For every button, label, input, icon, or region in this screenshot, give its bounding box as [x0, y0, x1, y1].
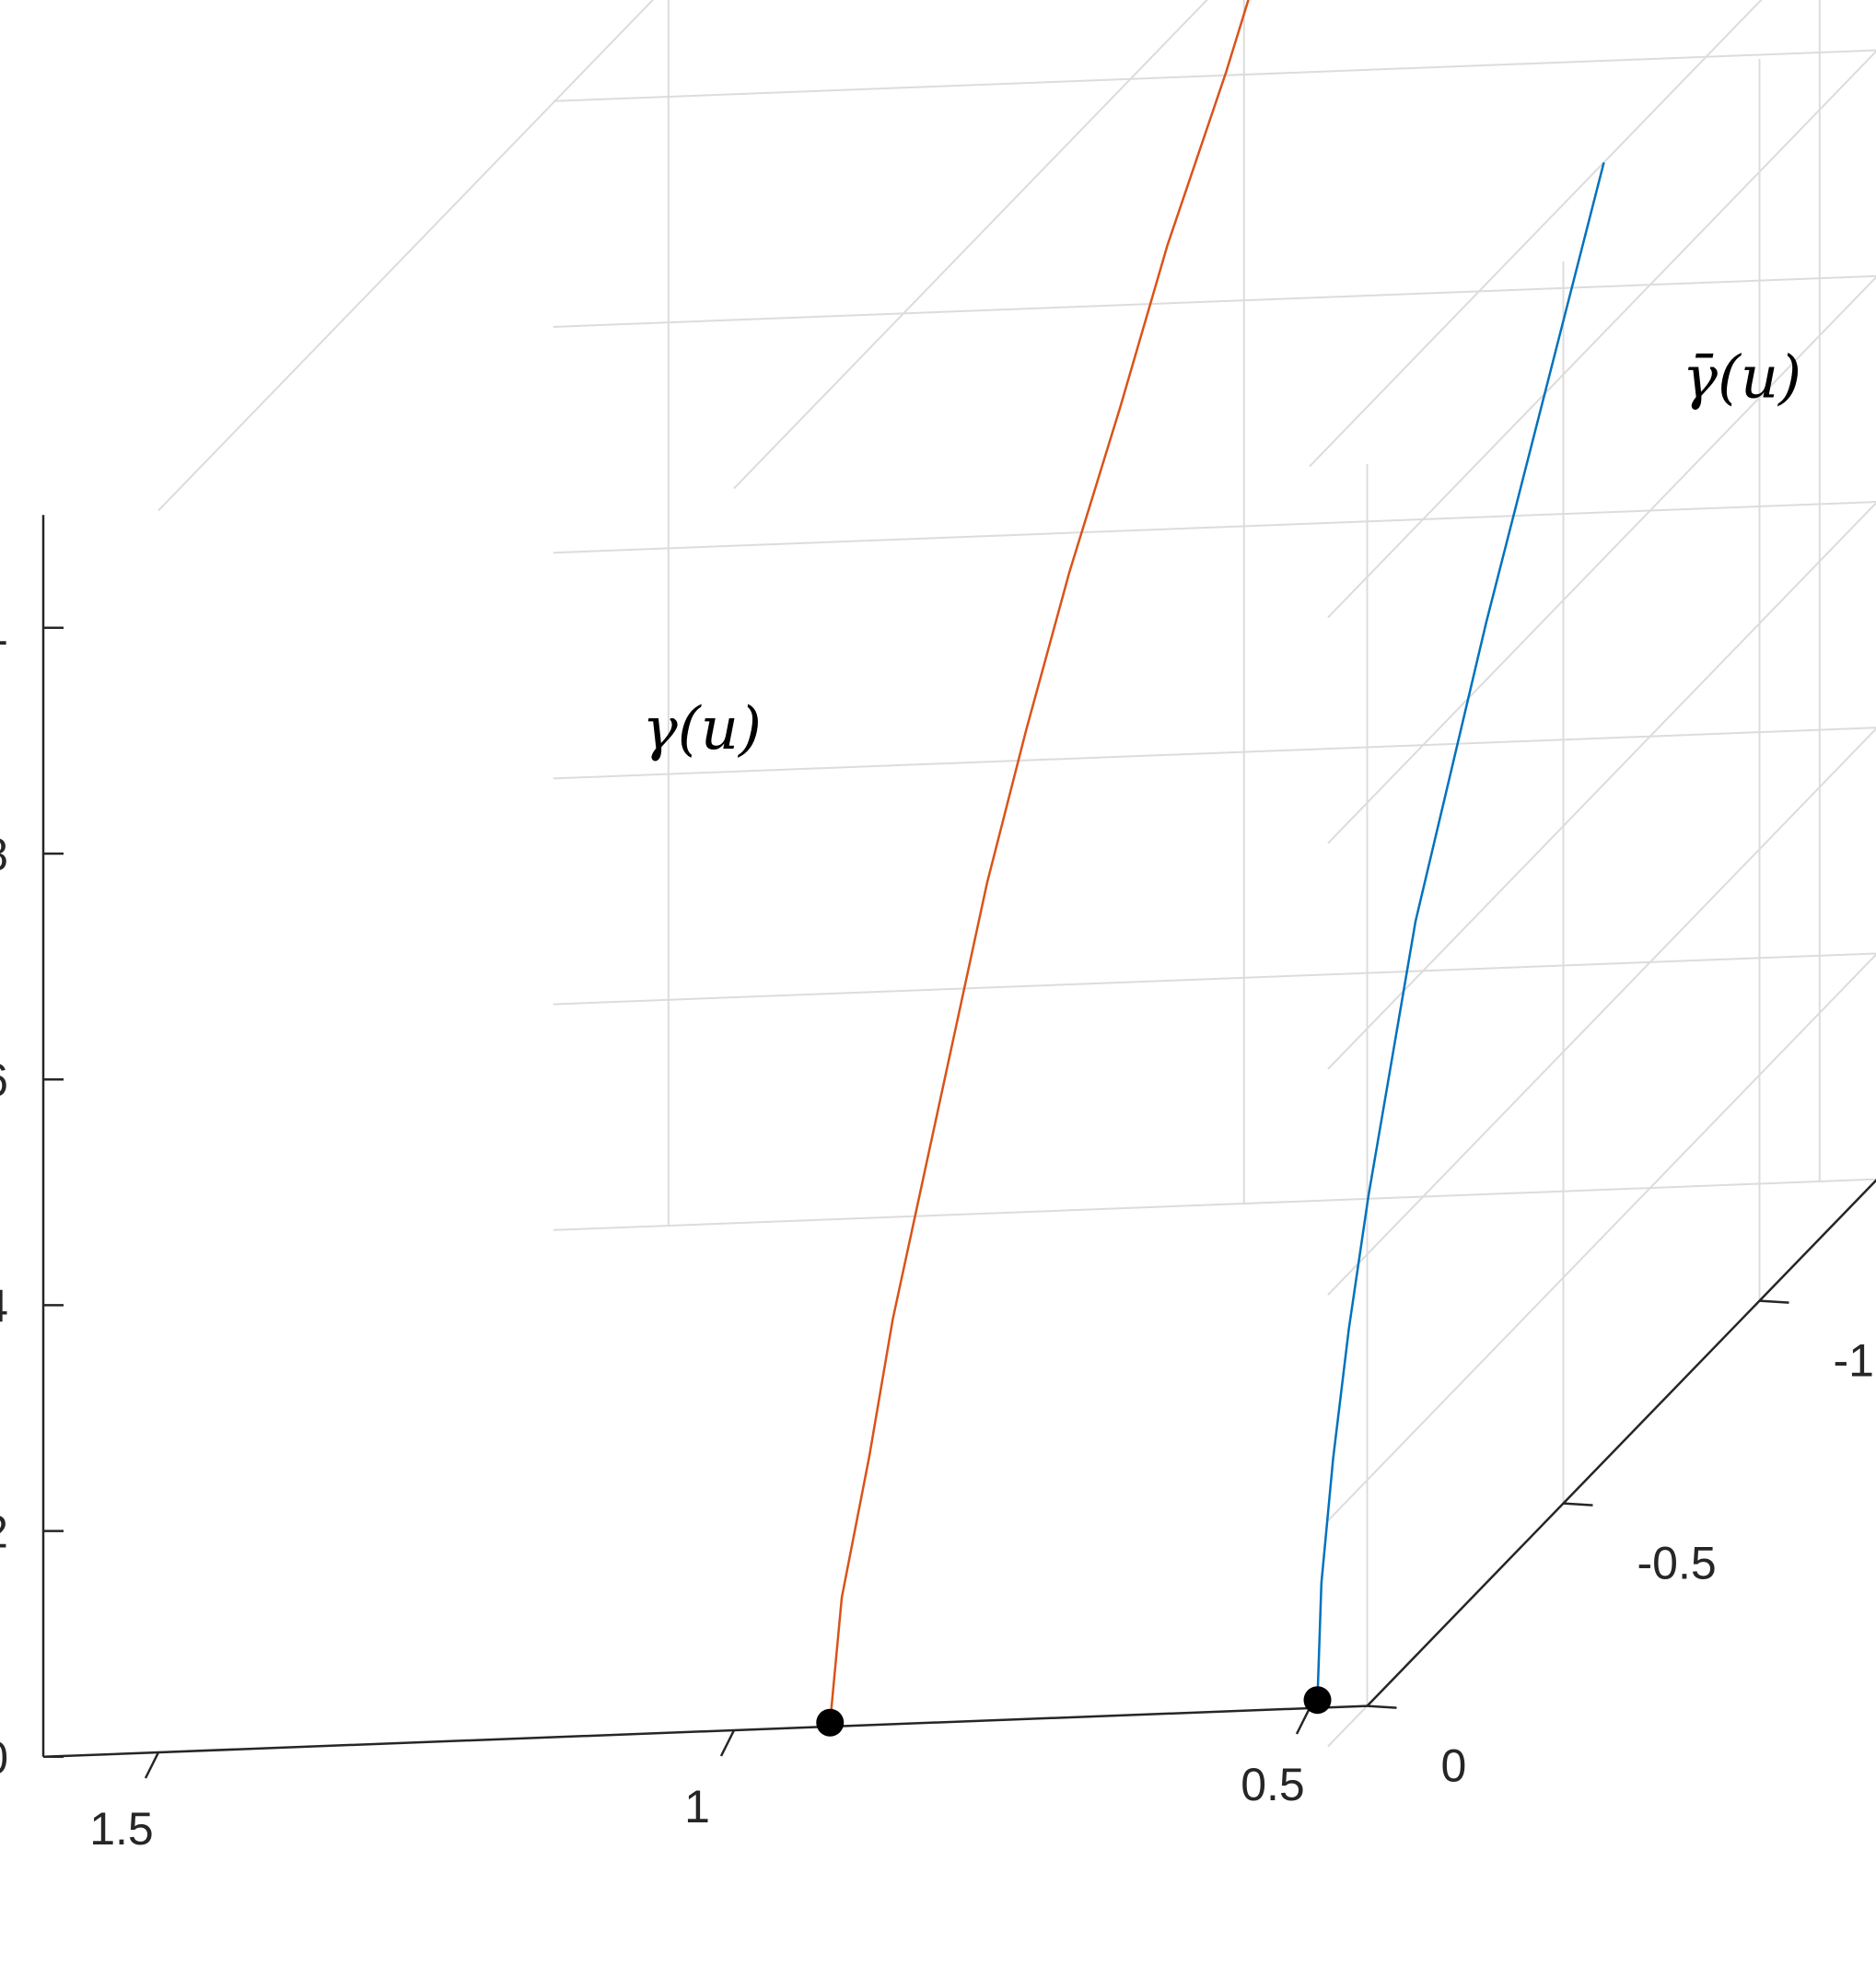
markers-layer	[816, 1686, 1332, 1737]
y-tick-mark	[1367, 1704, 1397, 1709]
x-axis-line	[42, 1704, 1368, 1759]
grid-line-side-z	[1327, 50, 1876, 619]
series-curve-2	[1316, 162, 1605, 1701]
series-curve-1	[829, 0, 1250, 1723]
grid-line-top-x	[157, 0, 655, 512]
grid-line-side-z	[1327, 501, 1876, 1070]
x-tick-label: 0.5	[1241, 1759, 1305, 1810]
z-tick-label: 0	[0, 1732, 8, 1784]
curve-annotation-1: γ(u)	[643, 695, 762, 763]
x-tick-mark	[1295, 1707, 1311, 1735]
axes-layer	[41, 515, 1876, 1779]
y-axis-line	[1366, 1179, 1876, 1707]
grid-line-back-z	[553, 1178, 1876, 1231]
grid-line-side-z	[1327, 727, 1876, 1296]
y-tick-label: 0	[1441, 1740, 1467, 1792]
start-point-marker-1	[816, 1708, 845, 1737]
x-tick-label: 1.5	[89, 1803, 154, 1855]
z-tick-label: 0.6	[0, 1054, 8, 1106]
start-point-marker-2	[1303, 1686, 1332, 1715]
y-tick-mark	[1563, 1502, 1593, 1506]
grid-layer	[157, 0, 1876, 1748]
y-tick-label: -1	[1834, 1335, 1874, 1387]
grid-line-side-z	[1327, 275, 1876, 844]
grid-line-top-x	[1309, 0, 1763, 468]
x-tick-mark	[719, 1729, 736, 1757]
y-tick-mark	[1759, 1299, 1789, 1304]
grid-line-back-z	[553, 727, 1876, 780]
grid-line-back-z	[553, 49, 1876, 102]
z-tick-label: 1	[0, 603, 8, 655]
labels-layer: 0 0.2 0.4 0.6 0.8 1 1.5 1 0.5 -1 -0.5 0 γ(u) γ̄(u)	[0, 344, 1874, 1855]
z-tick-label: 0.4	[0, 1280, 8, 1332]
series-layer	[829, 0, 1605, 1723]
grid-line-top-x	[733, 0, 1208, 490]
z-tick-label: 0.8	[0, 829, 8, 880]
curve-annotation-2: γ̄(u)	[1683, 344, 1801, 413]
z-tick-label: 0.2	[0, 1506, 8, 1558]
grid-line-back-z	[553, 501, 1876, 554]
y-tick-label: -0.5	[1637, 1538, 1717, 1589]
grid-line-back-z	[553, 952, 1876, 1006]
grid-line-side-z	[1327, 953, 1876, 1522]
grid-line-back-z	[553, 274, 1876, 328]
x-tick-mark	[144, 1751, 160, 1779]
x-tick-label: 1	[684, 1781, 710, 1832]
